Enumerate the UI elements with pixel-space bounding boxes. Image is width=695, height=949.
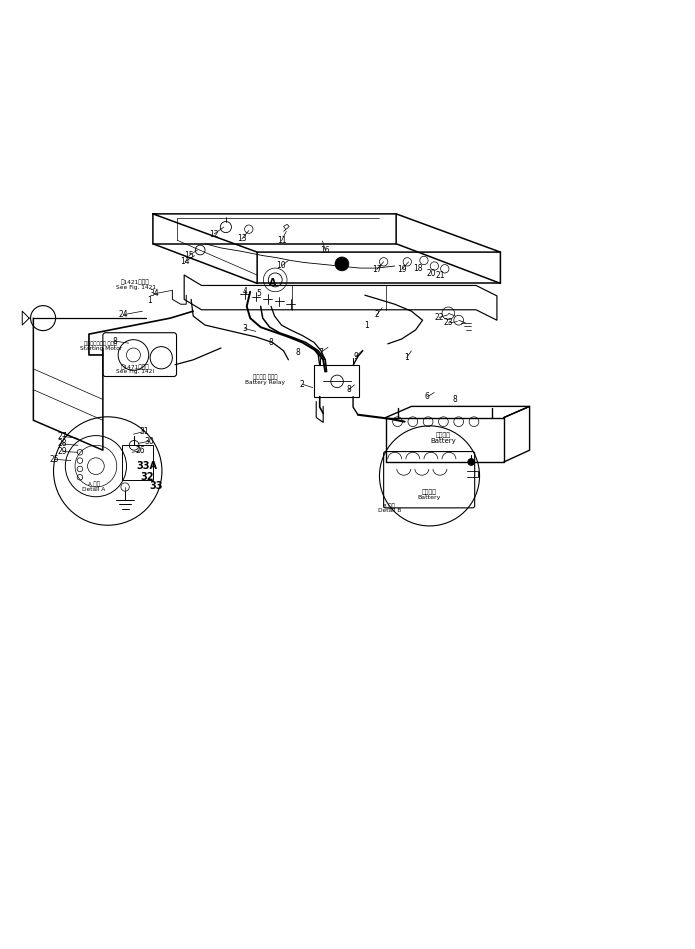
Text: 第1421図参照: 第1421図参照 [121, 280, 150, 286]
Text: 31: 31 [140, 427, 149, 436]
Text: B 詳細: B 詳細 [383, 503, 395, 509]
Text: 16: 16 [320, 246, 330, 254]
Text: Battery: Battery [430, 438, 457, 444]
Text: スターティング モータ: スターティング モータ [84, 342, 117, 346]
Text: 3: 3 [242, 324, 247, 333]
Text: 18: 18 [414, 264, 423, 273]
Circle shape [468, 458, 475, 465]
Text: 28: 28 [58, 439, 67, 449]
Text: 21: 21 [436, 271, 445, 280]
Text: 17: 17 [372, 265, 382, 274]
Text: Battery Relay: Battery Relay [245, 380, 286, 384]
Text: 15: 15 [184, 251, 194, 260]
Text: 22: 22 [434, 313, 444, 322]
Text: 4: 4 [242, 288, 247, 296]
Text: See Fig. 1421: See Fig. 1421 [115, 285, 156, 290]
Text: A: A [270, 278, 277, 288]
Text: 9: 9 [353, 352, 359, 361]
Text: 6: 6 [425, 392, 430, 401]
Text: 第1471図参照: 第1471図参照 [121, 364, 150, 369]
Text: バッテリ: バッテリ [436, 433, 451, 438]
Text: 1: 1 [147, 296, 152, 306]
Text: 8: 8 [453, 395, 457, 404]
Text: バッテリ: バッテリ [422, 489, 437, 494]
Text: 25: 25 [49, 455, 59, 464]
Text: 8: 8 [113, 337, 117, 345]
Text: 2: 2 [300, 380, 304, 389]
Text: A 詳細: A 詳細 [88, 481, 100, 487]
Text: 8: 8 [269, 338, 273, 347]
Text: 8: 8 [347, 385, 351, 394]
Text: 13: 13 [237, 234, 247, 243]
Text: 24: 24 [119, 310, 129, 319]
Text: 11: 11 [277, 236, 286, 246]
Text: 23: 23 [443, 319, 453, 327]
Text: 33A: 33A [137, 461, 158, 471]
Text: 32: 32 [140, 472, 154, 481]
Text: 30: 30 [145, 437, 154, 446]
Text: 20: 20 [426, 270, 436, 278]
Text: Detail B: Detail B [377, 508, 401, 513]
Circle shape [335, 257, 349, 270]
Text: 10: 10 [277, 262, 286, 270]
Text: 27: 27 [58, 432, 67, 440]
Text: 2: 2 [375, 310, 379, 319]
Text: 5: 5 [256, 289, 261, 298]
Text: 7: 7 [318, 347, 324, 357]
Bar [122, 445, 153, 480]
Bar [314, 365, 359, 397]
Text: Starting Motor: Starting Motor [80, 346, 122, 351]
Text: B: B [337, 261, 344, 271]
Text: 1: 1 [404, 353, 409, 363]
Text: 34: 34 [149, 289, 159, 298]
Text: See Fig. 142I: See Fig. 142I [117, 369, 154, 374]
Text: 8: 8 [295, 347, 300, 357]
Text: 1: 1 [365, 321, 369, 329]
Text: 14: 14 [180, 257, 190, 267]
Text: バッテリ リレー: バッテリ リレー [253, 375, 278, 380]
Text: 19: 19 [397, 265, 407, 274]
Text: 33: 33 [149, 481, 163, 492]
Text: 26: 26 [136, 446, 145, 456]
Text: Battery: Battery [418, 495, 441, 500]
Text: 12: 12 [209, 230, 219, 238]
Text: 29: 29 [58, 447, 67, 456]
Text: Detail A: Detail A [82, 487, 106, 492]
